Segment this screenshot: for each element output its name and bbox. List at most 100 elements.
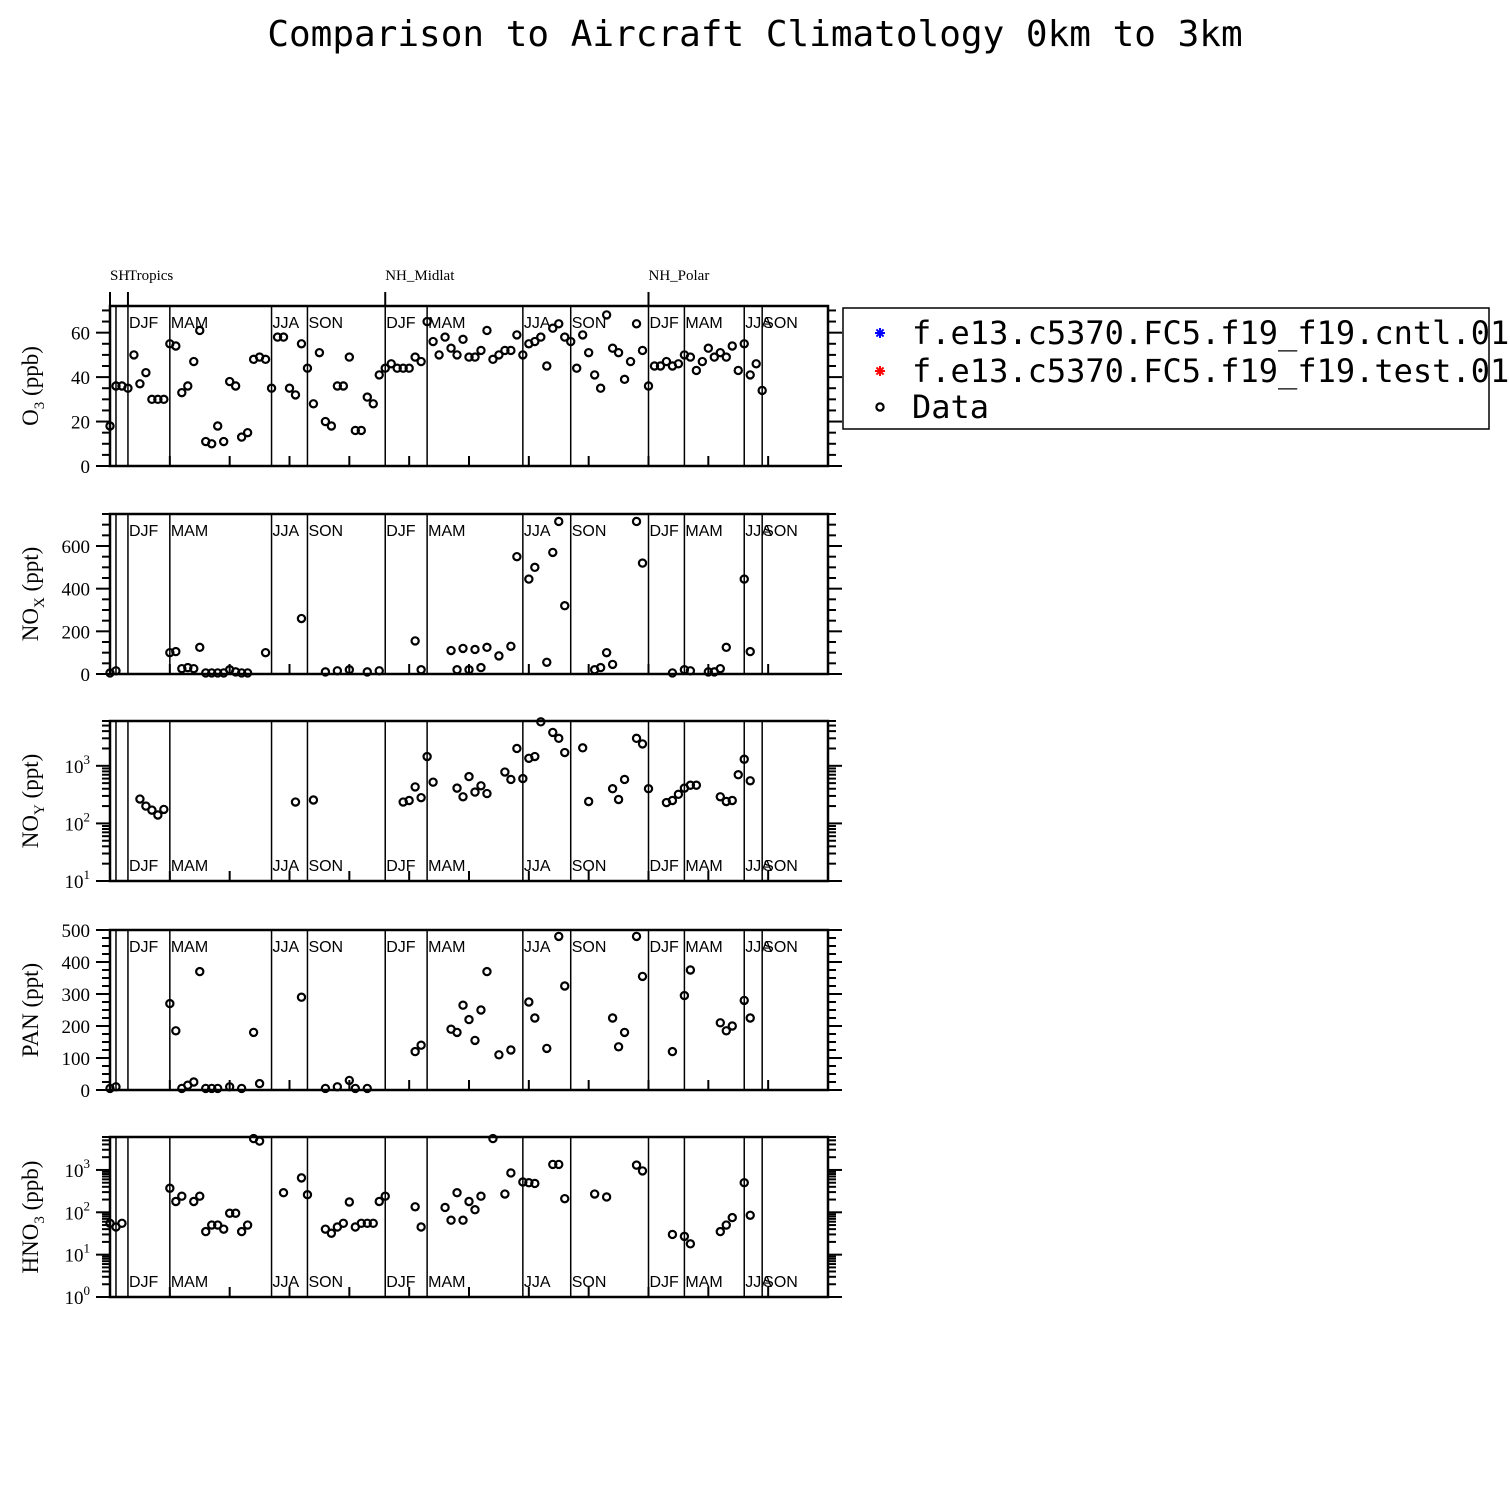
data-point — [518, 1177, 528, 1187]
y-tick-label: 102 — [65, 1198, 91, 1224]
data-point — [189, 1196, 199, 1207]
plot-frame — [108, 1135, 830, 1299]
data-point — [607, 1013, 618, 1023]
data-point — [607, 343, 618, 353]
data-point — [374, 666, 384, 676]
data-point — [212, 421, 223, 431]
data-point — [625, 356, 636, 367]
data-point — [117, 1218, 127, 1228]
data-point — [326, 1228, 337, 1238]
data-point — [691, 365, 702, 376]
data-point — [368, 1218, 378, 1228]
data-point — [470, 1035, 480, 1046]
data-point — [613, 1042, 624, 1052]
data-point — [428, 336, 438, 347]
data-point — [739, 754, 749, 764]
data-point — [607, 784, 618, 794]
season-label: SON — [572, 939, 607, 956]
data-point — [362, 1218, 372, 1228]
season-label: JJA — [524, 939, 551, 956]
data-point — [577, 330, 588, 340]
data-point — [751, 359, 761, 369]
data-point — [506, 345, 516, 356]
y-axis-label: O3 (ppb) — [18, 346, 48, 426]
data-point — [560, 332, 570, 342]
data-point — [452, 665, 462, 675]
data-point — [111, 666, 121, 676]
data-point — [398, 363, 408, 373]
season-label: SON — [763, 858, 798, 875]
data-point — [643, 784, 654, 794]
data-point — [141, 367, 151, 378]
chart-title: Comparison to Aircraft Climatology 0km t… — [267, 14, 1242, 55]
data-point — [224, 1082, 235, 1092]
data-point — [595, 662, 606, 673]
season-label: SON — [572, 523, 607, 540]
data-point — [177, 1191, 187, 1201]
data-point — [374, 1196, 384, 1207]
data-point — [458, 643, 468, 654]
y-tick-label: 102 — [65, 809, 91, 835]
y-axis-label: NOY (ppt) — [18, 754, 48, 849]
data-point — [721, 352, 731, 362]
data-point — [655, 361, 666, 371]
data-point — [715, 663, 726, 674]
data-point — [111, 1082, 121, 1092]
data-point — [643, 381, 654, 391]
data-point — [201, 668, 211, 678]
data-point — [242, 668, 253, 678]
data-point — [207, 1220, 217, 1230]
data-point — [536, 717, 546, 727]
data-point — [153, 394, 163, 405]
data-point — [530, 1178, 540, 1189]
data-point — [542, 361, 552, 371]
data-point — [242, 427, 253, 438]
y-tick-label: 40 — [71, 368, 90, 389]
data-point — [350, 1083, 361, 1094]
data-point — [673, 359, 684, 369]
data-point — [494, 1050, 504, 1060]
data-point — [470, 352, 480, 362]
data-point — [661, 356, 672, 367]
data-point — [278, 1188, 289, 1198]
data-point — [320, 1224, 331, 1234]
data-point — [404, 363, 414, 373]
data-point — [410, 352, 420, 362]
data-point — [236, 432, 247, 442]
season-label: JJA — [745, 1274, 772, 1291]
y-tick-label: 400 — [62, 953, 91, 974]
data-point — [470, 1205, 480, 1215]
data-point — [506, 641, 516, 651]
y-tick-label: 20 — [71, 413, 90, 434]
data-point — [739, 1178, 749, 1188]
season-label: MAM — [685, 1274, 722, 1291]
data-point — [141, 801, 151, 811]
data-point — [745, 1013, 755, 1023]
data-point — [159, 394, 169, 405]
data-point — [482, 642, 492, 653]
data-point — [548, 1159, 558, 1170]
data-point — [410, 1046, 420, 1057]
data-point — [637, 345, 648, 356]
season-label: MAM — [171, 523, 208, 540]
season-label: SON — [572, 315, 607, 332]
season-label: SON — [308, 315, 343, 332]
data-point — [548, 547, 558, 558]
data-point — [506, 1045, 516, 1055]
data-point — [691, 780, 702, 790]
season-label: JJA — [745, 315, 772, 332]
data-point — [422, 751, 432, 762]
data-point — [314, 347, 325, 358]
data-point — [739, 574, 749, 584]
data-point — [649, 361, 660, 371]
season-label: MAM — [428, 523, 465, 540]
data-point — [601, 310, 612, 320]
data-point — [428, 777, 438, 787]
data-point — [470, 787, 480, 797]
data-point — [368, 399, 378, 409]
data-point — [356, 1218, 366, 1228]
data-point — [566, 336, 576, 347]
data-point — [727, 1021, 737, 1031]
data-point — [380, 363, 390, 373]
